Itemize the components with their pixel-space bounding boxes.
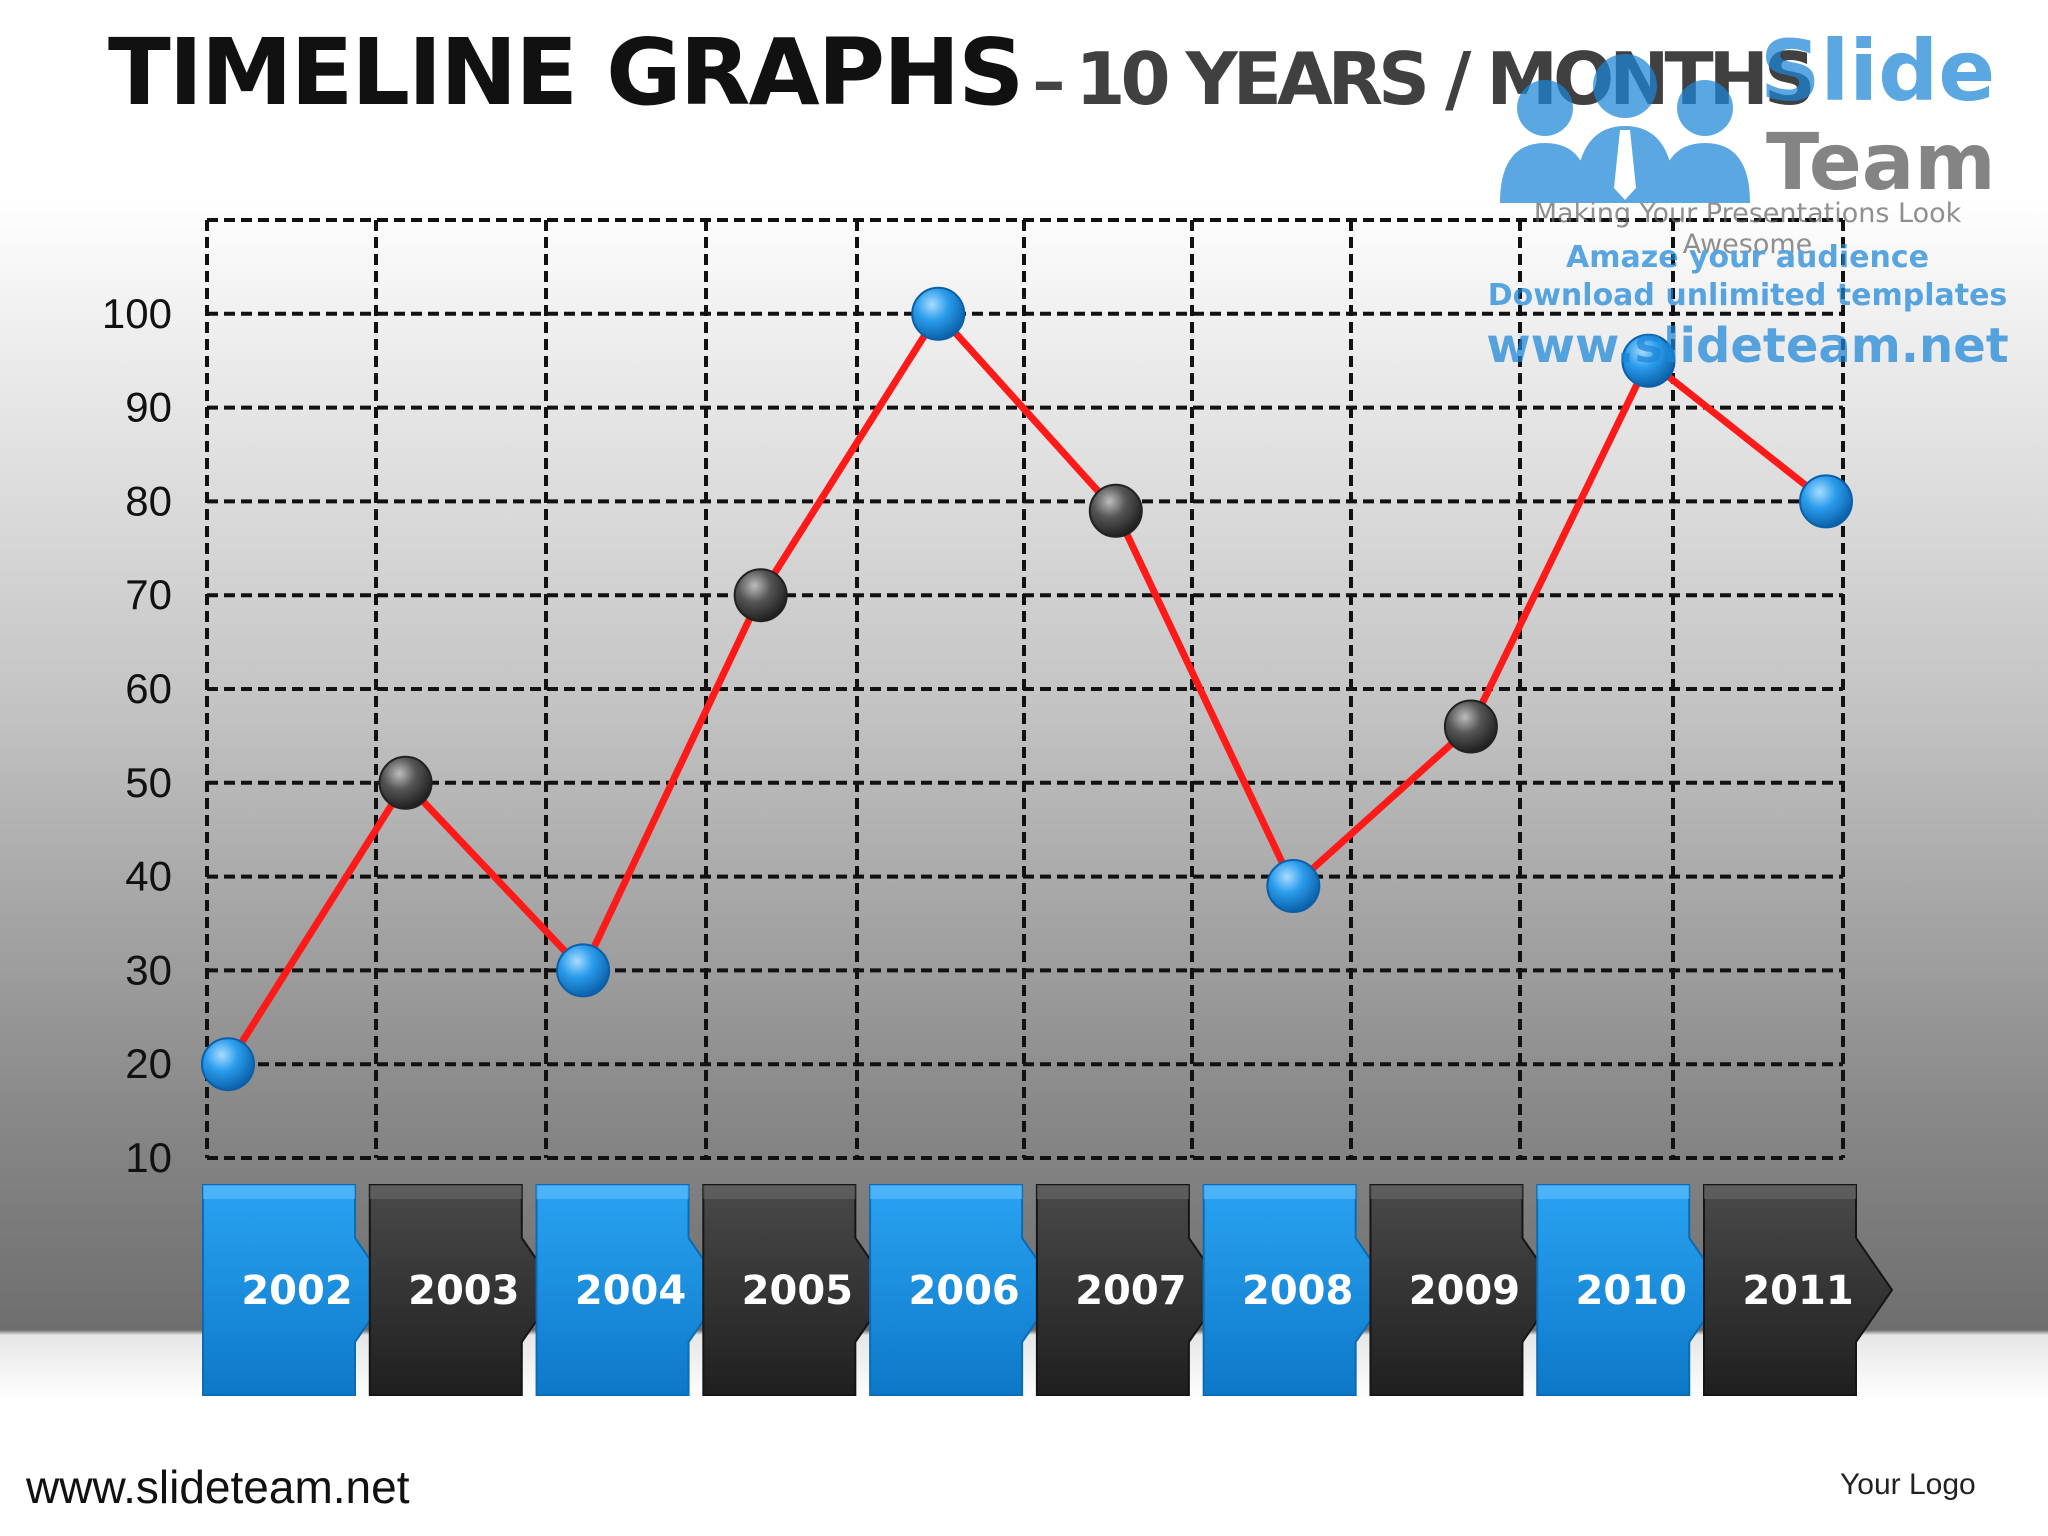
x-tick-label-2002: 2002 [241,1268,352,1314]
y-tick-label-70: 70 [125,571,172,618]
y-tick-label-10: 10 [125,1134,172,1181]
watermark-brand-team: Team [1766,118,1996,208]
x-tick-label-2007: 2007 [1075,1268,1186,1314]
data-points [201,286,1853,1092]
watermark-brand-slide: Slide [1760,22,1996,120]
data-point-2008 [1266,858,1321,913]
x-tick-label-2011: 2011 [1742,1268,1853,1314]
y-tick-label-30: 30 [125,946,172,993]
y-tick-label-20: 20 [125,1040,172,1087]
y-axis-ticks: 10 20 30 40 50 60 70 80 90 100 [102,290,172,1181]
y-tick-label-40: 40 [125,853,172,900]
timeline-arrow-highlight-2006 [870,1185,1023,1199]
data-point-2002 [201,1037,255,1092]
data-point-2003 [378,755,433,810]
y-tick-label-50: 50 [125,759,172,806]
timeline-block-2002: 2002 [202,1184,393,1396]
x-tick-label-2010: 2010 [1576,1268,1687,1314]
timeline-block-2011: 2011 [1703,1184,1894,1396]
footer-logo-placeholder: Your Logo [1840,1468,1976,1501]
x-tick-label-2003: 2003 [408,1268,519,1314]
x-tick-label-2009: 2009 [1409,1268,1520,1314]
timeline-arrow-highlight-2010 [1537,1185,1690,1199]
x-tick-label-2005: 2005 [742,1268,853,1314]
people-icon [1500,54,1750,203]
timeline-arrow-highlight-2003 [369,1185,522,1199]
y-tick-label-100: 100 [102,290,172,337]
timeline-arrow-highlight-2005 [703,1185,856,1199]
timeline-arrow-highlight-2011 [1704,1185,1856,1199]
watermark-line-download: Download unlimited templates [1487,278,2008,313]
data-point-2007 [1088,483,1143,538]
timeline-arrow-highlight-2004 [536,1185,689,1199]
data-point-2011 [1799,474,1853,529]
watermark-url: www.slideteam.net [1486,318,2009,374]
data-point-2005 [733,568,788,623]
timeline-block-2005: 2005 [702,1184,893,1396]
timeline-arrow-highlight-2009 [1370,1185,1523,1199]
timeline-block-2004: 2004 [535,1184,726,1396]
footer-website[interactable]: www.slideteam.net [26,1461,410,1513]
x-tick-label-2004: 2004 [575,1268,686,1314]
timeline-block-2003: 2003 [368,1184,559,1396]
year-timeline: 2002 2003 2004 2005 2006 2007 2008 2009 2010 2011 [202,1184,1894,1396]
timeline-arrow-highlight-2007 [1036,1185,1189,1199]
y-tick-label-60: 60 [125,665,172,712]
slideteam-watermark: Slide Team Making Your Presentations Loo… [1470,18,2025,378]
series-line [225,310,1829,1067]
timeline-block-2010: 2010 [1536,1184,1727,1396]
title-dash: – [1032,43,1066,120]
timeline-block-2009: 2009 [1369,1184,1560,1396]
data-point-2009 [1443,699,1498,754]
timeline-block-2008: 2008 [1202,1184,1393,1396]
data-point-2004 [556,943,611,998]
timeline-block-2007: 2007 [1035,1184,1227,1396]
timeline-arrow-highlight-2008 [1203,1185,1356,1199]
watermark-line-amaze: Amaze your audience [1566,240,1929,275]
timeline-arrow-highlight-2002 [203,1185,355,1199]
x-tick-label-2008: 2008 [1242,1268,1353,1314]
data-point-2006 [911,286,966,341]
x-tick-label-2006: 2006 [908,1268,1019,1314]
title-main: TIMELINE GRAPHS [108,19,1024,126]
y-tick-label-90: 90 [125,384,172,431]
watermark-tagline: Making Your Presentations Look Awesome [1533,198,1962,260]
data-point-2010 [1621,333,1676,388]
timeline-block-2006: 2006 [869,1184,1060,1396]
y-tick-label-80: 80 [125,477,172,524]
